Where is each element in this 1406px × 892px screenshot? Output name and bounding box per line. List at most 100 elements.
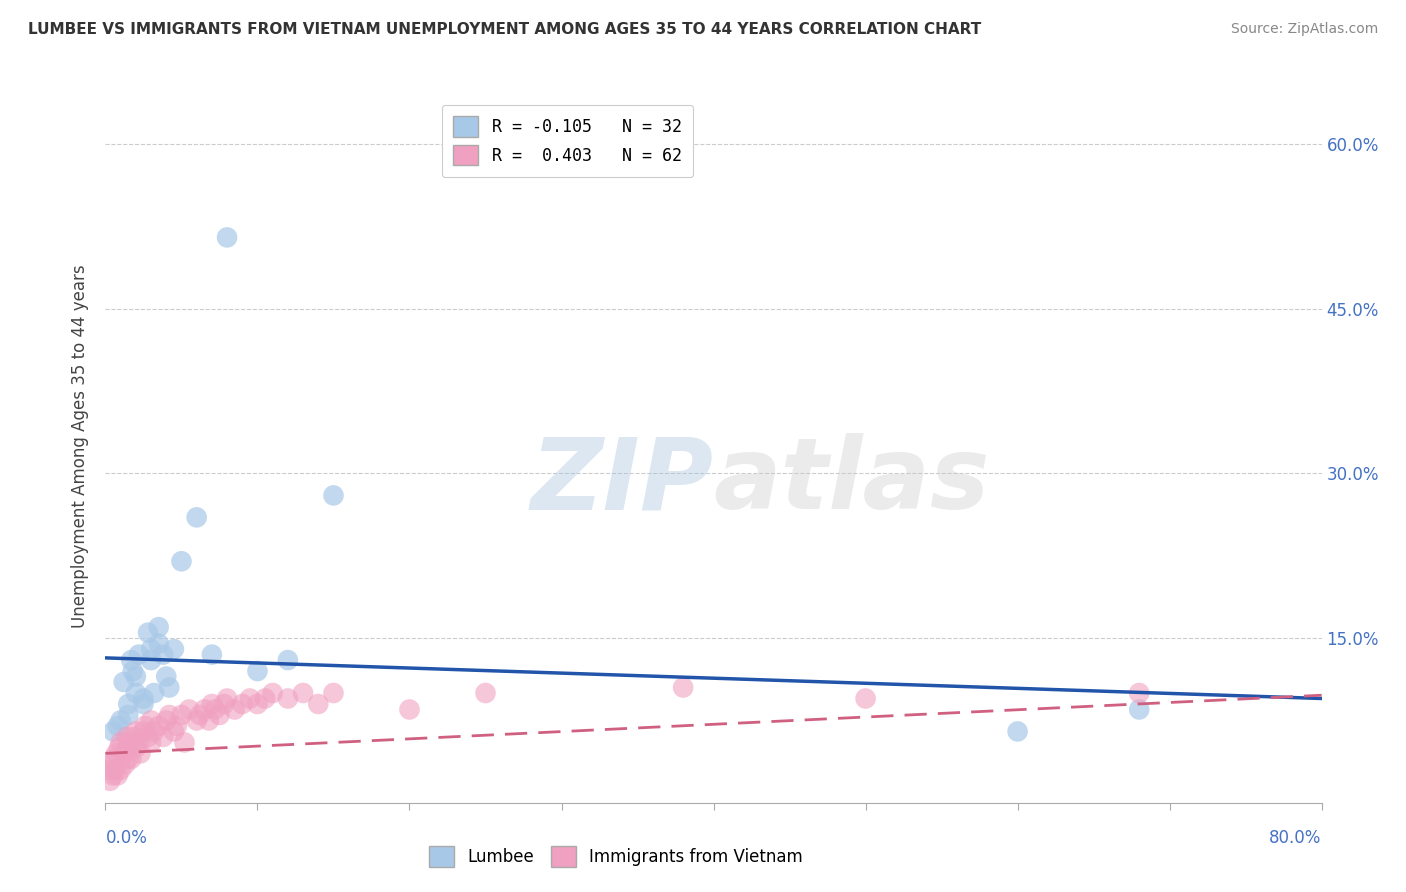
Point [188, 708, 211, 723]
Point [129, 747, 152, 761]
Point [322, 686, 344, 700]
Point [193, 702, 215, 716]
Point [112, 675, 135, 690]
Point [292, 686, 315, 700]
Point [1007, 724, 1029, 739]
Point [121, 664, 143, 678]
Point [136, 625, 159, 640]
Point [101, 768, 124, 782]
Point [254, 691, 277, 706]
Point [134, 719, 156, 733]
Point [173, 735, 195, 749]
Point [103, 763, 125, 777]
Point [148, 620, 170, 634]
Text: 0.0%: 0.0% [105, 829, 148, 847]
Point [231, 697, 253, 711]
Point [117, 697, 139, 711]
Point [398, 702, 420, 716]
Point [155, 669, 177, 683]
Point [139, 653, 162, 667]
Point [117, 752, 139, 766]
Point [246, 664, 269, 678]
Point [117, 735, 139, 749]
Point [110, 735, 132, 749]
Point [208, 708, 231, 723]
Point [139, 642, 162, 657]
Point [148, 719, 170, 733]
Point [107, 719, 129, 733]
Point [120, 752, 142, 766]
Point [132, 691, 155, 706]
Point [855, 691, 877, 706]
Point [128, 735, 150, 749]
Point [125, 669, 148, 683]
Text: LUMBEE VS IMMIGRANTS FROM VIETNAM UNEMPLOYMENT AMONG AGES 35 TO 44 YEARS CORRELA: LUMBEE VS IMMIGRANTS FROM VIETNAM UNEMPL… [28, 22, 981, 37]
Point [132, 724, 155, 739]
Point [307, 697, 329, 711]
Point [125, 740, 148, 755]
Point [110, 763, 132, 777]
Point [177, 702, 200, 716]
Point [98, 773, 121, 788]
Point [101, 724, 124, 739]
Point [148, 637, 170, 651]
Point [277, 691, 299, 706]
Point [186, 510, 208, 524]
Point [157, 681, 180, 695]
Point [132, 697, 155, 711]
Point [118, 740, 141, 755]
Point [105, 747, 128, 761]
Point [101, 752, 124, 766]
Point [139, 714, 162, 728]
Point [157, 708, 180, 723]
Point [201, 648, 224, 662]
Point [166, 719, 188, 733]
Legend: Lumbee, Immigrants from Vietnam: Lumbee, Immigrants from Vietnam [419, 836, 813, 877]
Point [152, 730, 174, 744]
Point [152, 648, 174, 662]
Point [224, 702, 246, 716]
Point [474, 686, 496, 700]
Point [117, 708, 139, 723]
Point [246, 697, 269, 711]
Text: ZIP: ZIP [530, 434, 713, 530]
Point [128, 648, 150, 662]
Point [139, 735, 162, 749]
Point [217, 691, 239, 706]
Point [170, 708, 193, 723]
Point [198, 714, 221, 728]
Point [201, 697, 224, 711]
Point [163, 724, 186, 739]
Point [136, 730, 159, 744]
Text: 80.0%: 80.0% [1270, 829, 1322, 847]
Point [108, 740, 131, 755]
Point [120, 653, 142, 667]
Point [100, 757, 122, 772]
Point [212, 697, 235, 711]
Point [186, 714, 208, 728]
Y-axis label: Unemployment Among Ages 35 to 44 years: Unemployment Among Ages 35 to 44 years [72, 264, 90, 628]
Point [125, 686, 148, 700]
Point [322, 488, 344, 502]
Text: atlas: atlas [713, 434, 990, 530]
Point [155, 714, 177, 728]
Point [143, 724, 166, 739]
Point [121, 730, 143, 744]
Point [97, 763, 120, 777]
Point [217, 230, 239, 244]
Point [110, 714, 132, 728]
Point [239, 691, 262, 706]
Point [143, 686, 166, 700]
Point [112, 747, 135, 761]
Point [262, 686, 284, 700]
Point [170, 554, 193, 568]
Point [115, 730, 138, 744]
Point [1128, 686, 1150, 700]
Point [114, 757, 136, 772]
Point [163, 642, 186, 657]
Point [672, 681, 695, 695]
Point [125, 724, 148, 739]
Point [107, 768, 129, 782]
Point [1128, 702, 1150, 716]
Point [277, 653, 299, 667]
